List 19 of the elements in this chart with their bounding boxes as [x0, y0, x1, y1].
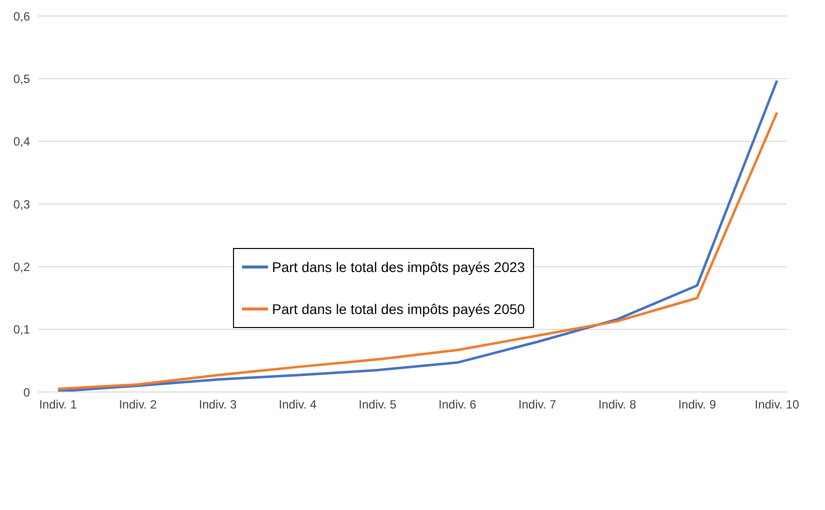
x-tick-label: Indiv. 4	[278, 398, 317, 412]
x-tick-label: Indiv. 6	[438, 398, 477, 412]
x-tick-label: Indiv. 1	[39, 398, 78, 412]
x-tick-label: Indiv. 7	[518, 398, 557, 412]
y-tick-label: 0	[23, 385, 30, 400]
y-tick-label: 0,6	[13, 9, 30, 24]
legend-label: Part dans le total des impôts payés 2023	[272, 259, 525, 275]
legend-label: Part dans le total des impôts payés 2050	[272, 301, 525, 317]
x-tick-label: Indiv. 8	[598, 398, 636, 412]
x-tick-label: Indiv. 3	[198, 398, 237, 412]
x-tick-label: Indiv. 10	[754, 398, 800, 412]
y-tick-label: 0,5	[13, 72, 30, 86]
y-tick-label: 0,3	[13, 197, 30, 212]
x-tick-label: Indiv. 9	[678, 398, 716, 412]
y-tick-label: 0,2	[13, 260, 30, 274]
x-tick-label: Indiv. 5	[358, 398, 397, 412]
y-tick-label: 0,1	[13, 322, 30, 337]
x-tick-label: Indiv. 2	[118, 398, 158, 412]
y-tick-label: 0,4	[13, 134, 30, 149]
